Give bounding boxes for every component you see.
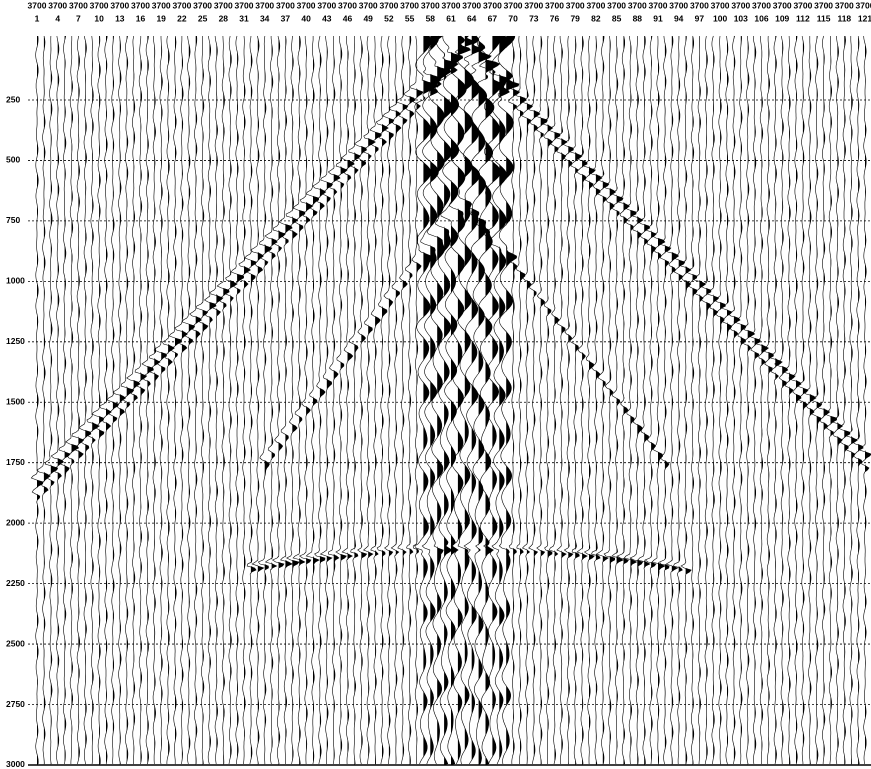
elevation-label: 3700 <box>359 0 378 10</box>
trace-number: 10 <box>94 13 104 23</box>
trace-number: 16 <box>136 13 146 23</box>
time-label: 750 <box>6 215 20 225</box>
time-label: 250 <box>6 94 20 104</box>
trace-number: 121 <box>858 13 871 23</box>
trace-number: 91 <box>653 13 663 23</box>
elevation-label: 3700 <box>793 0 812 10</box>
trace-number: 46 <box>343 13 353 23</box>
elevation-label: 3700 <box>131 0 150 10</box>
trace-number: 49 <box>363 13 373 23</box>
trace-number: 109 <box>775 13 789 23</box>
elevation-label: 3700 <box>28 0 47 10</box>
time-label: 1250 <box>6 336 25 346</box>
time-label: 1500 <box>6 397 25 407</box>
time-label: 1750 <box>6 457 25 467</box>
elevation-label: 3700 <box>814 0 833 10</box>
trace-number: 7 <box>76 13 81 23</box>
trace-number: 82 <box>591 13 601 23</box>
elevation-label: 3700 <box>731 0 750 10</box>
elevation-label: 3700 <box>586 0 605 10</box>
elevation-label: 3700 <box>504 0 523 10</box>
time-label: 2500 <box>6 638 25 648</box>
elevation-label: 3700 <box>338 0 357 10</box>
trace-number: 1 <box>35 13 40 23</box>
trace-number: 55 <box>405 13 415 23</box>
elevation-label: 3700 <box>545 0 564 10</box>
elevation-label: 3700 <box>317 0 336 10</box>
trace-number: 85 <box>612 13 622 23</box>
elevation-label: 3700 <box>442 0 461 10</box>
trace-number: 94 <box>674 13 684 23</box>
trace-number: 43 <box>322 13 332 23</box>
elevation-label: 3700 <box>566 0 585 10</box>
elevation-label: 3700 <box>711 0 730 10</box>
trace-number: 115 <box>817 13 831 23</box>
elevation-label: 3700 <box>276 0 295 10</box>
trace-number: 64 <box>467 13 477 23</box>
elevation-label: 3700 <box>379 0 398 10</box>
trace-number: 73 <box>529 13 539 23</box>
elevation-label: 3700 <box>297 0 316 10</box>
trace-number: 37 <box>281 13 291 23</box>
elevation-label: 3700 <box>214 0 233 10</box>
elevation-label: 3700 <box>669 0 688 10</box>
trace-number: 112 <box>796 13 810 23</box>
elevation-label: 3700 <box>483 0 502 10</box>
elevation-label: 3700 <box>90 0 109 10</box>
elevation-label: 3700 <box>690 0 709 10</box>
elevation-label: 3700 <box>628 0 647 10</box>
trace-number: 76 <box>550 13 560 23</box>
time-label: 2000 <box>6 517 25 527</box>
trace-number: 13 <box>115 13 125 23</box>
trace-number: 79 <box>570 13 580 23</box>
trace-number: 25 <box>198 13 208 23</box>
seismic-gather: 3700 1 3700 4 3700 7 3700 10 3700 13 3700 16 3700 19 3… <box>0 0 871 769</box>
elevation-label: 3700 <box>172 0 191 10</box>
elevation-label: 3700 <box>69 0 88 10</box>
elevation-label: 3700 <box>235 0 254 10</box>
elevation-label: 3700 <box>421 0 440 10</box>
elevation-label: 3700 <box>48 0 67 10</box>
elevation-label: 3700 <box>773 0 792 10</box>
trace-number: 118 <box>837 13 851 23</box>
trace-number: 58 <box>426 13 436 23</box>
trace-number: 100 <box>713 13 727 23</box>
trace-number: 88 <box>633 13 643 23</box>
time-label: 3000 <box>6 759 25 769</box>
trace-number: 28 <box>219 13 229 23</box>
trace-number: 4 <box>55 13 60 23</box>
elevation-label: 3700 <box>193 0 212 10</box>
trace-number: 106 <box>754 13 768 23</box>
elevation-label: 3700 <box>400 0 419 10</box>
elevation-label: 3700 <box>649 0 668 10</box>
trace-number: 61 <box>446 13 456 23</box>
time-label: 500 <box>6 155 20 165</box>
trace-number: 70 <box>508 13 518 23</box>
trace-number: 34 <box>260 13 270 23</box>
elevation-label: 3700 <box>110 0 129 10</box>
trace-number: 19 <box>156 13 166 23</box>
elevation-label: 3700 <box>835 0 854 10</box>
elevation-label: 3700 <box>462 0 481 10</box>
elevation-label: 3700 <box>524 0 543 10</box>
elevation-label: 3700 <box>607 0 626 10</box>
elevation-label: 3700 <box>856 0 871 10</box>
time-label: 1000 <box>6 276 25 286</box>
trace-number: 103 <box>734 13 748 23</box>
elevation-label: 3700 <box>752 0 771 10</box>
trace-number: 97 <box>695 13 705 23</box>
trace-number: 52 <box>384 13 394 23</box>
trace-number: 22 <box>177 13 187 23</box>
trace-number: 31 <box>239 13 249 23</box>
trace-number: 67 <box>488 13 498 23</box>
trace-number: 40 <box>301 13 311 23</box>
time-label: 2250 <box>6 578 25 588</box>
time-label: 2750 <box>6 699 25 709</box>
elevation-label: 3700 <box>255 0 274 10</box>
elevation-label: 3700 <box>152 0 171 10</box>
